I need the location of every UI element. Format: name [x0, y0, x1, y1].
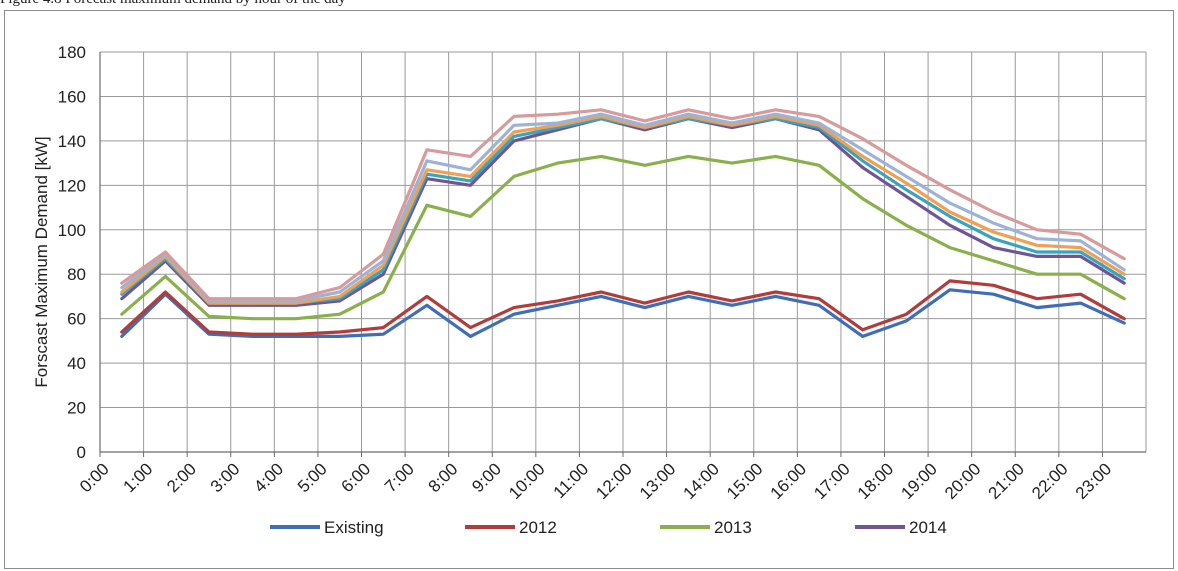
x-tick-label: 12:00 — [592, 459, 636, 503]
y-tick-label: 0 — [77, 443, 86, 462]
x-tick-label: 17:00 — [810, 459, 854, 503]
series-line-unnamed-7 — [120, 108, 1126, 301]
legend-label: 2014 — [909, 518, 947, 537]
figure-caption: Figure 4.8 Forecast maximum demand by ho… — [0, 0, 1178, 9]
x-tick-label: 7:00 — [381, 459, 418, 496]
legend: Existing 2012 2013 2014 — [270, 518, 947, 537]
series-line-2013 — [120, 154, 1126, 321]
x-tick-label: 3:00 — [207, 459, 244, 496]
y-axis-title: Forscast Maximum Demand [kW] — [32, 136, 51, 387]
x-tick-label: 20:00 — [941, 459, 985, 503]
y-tick-label: 160 — [58, 87, 86, 106]
x-tick-label: 13:00 — [636, 459, 680, 503]
x-tick-label: 2:00 — [163, 459, 200, 496]
x-axis-ticks: 0:00 1:00 2:00 3:00 4:00 5:00 6:00 7:00 8:00 9:00… — [76, 452, 1115, 503]
legend-label: Existing — [324, 518, 384, 537]
x-tick-label: 18:00 — [854, 459, 898, 503]
series-line-existing — [120, 288, 1126, 338]
y-tick-label: 140 — [58, 132, 86, 151]
x-tick-label: 6:00 — [337, 459, 374, 496]
series-lines — [120, 108, 1126, 338]
series-line-unnamed-5 — [120, 114, 1126, 305]
x-tick-label: 9:00 — [468, 459, 505, 496]
y-tick-label: 100 — [58, 221, 86, 240]
x-tick-label: 21:00 — [985, 459, 1029, 503]
x-tick-label: 16:00 — [767, 459, 811, 503]
y-tick-label: 60 — [67, 310, 86, 329]
x-tick-label: 23:00 — [1072, 459, 1116, 503]
y-tick-label: 180 — [58, 43, 86, 62]
y-tick-label: 20 — [67, 399, 86, 418]
x-tick-label: 22:00 — [1028, 459, 1072, 503]
x-tick-label: 19:00 — [897, 459, 941, 503]
series-line-unnamed-6 — [120, 112, 1126, 303]
x-tick-label: 1:00 — [120, 459, 157, 496]
x-tick-label: 5:00 — [294, 459, 331, 496]
x-tick-label: 10:00 — [505, 459, 549, 503]
y-axis-ticks: 0 20 40 60 80 100 120 140 160 180 — [58, 43, 86, 462]
legend-label: 2012 — [519, 518, 557, 537]
y-tick-label: 80 — [67, 265, 86, 284]
y-tick-label: 120 — [58, 176, 86, 195]
x-tick-label: 4:00 — [250, 459, 287, 496]
series-line-2012 — [120, 279, 1126, 336]
x-tick-label: 11:00 — [550, 459, 593, 502]
legend-label: 2013 — [714, 518, 752, 537]
x-tick-label: 8:00 — [425, 459, 462, 496]
y-tick-label: 40 — [67, 354, 86, 373]
x-tick-label: 0:00 — [76, 459, 113, 496]
x-tick-label: 15:00 — [723, 459, 767, 503]
x-tick-label: 14:00 — [679, 459, 723, 503]
grid-lines — [99, 51, 1147, 453]
